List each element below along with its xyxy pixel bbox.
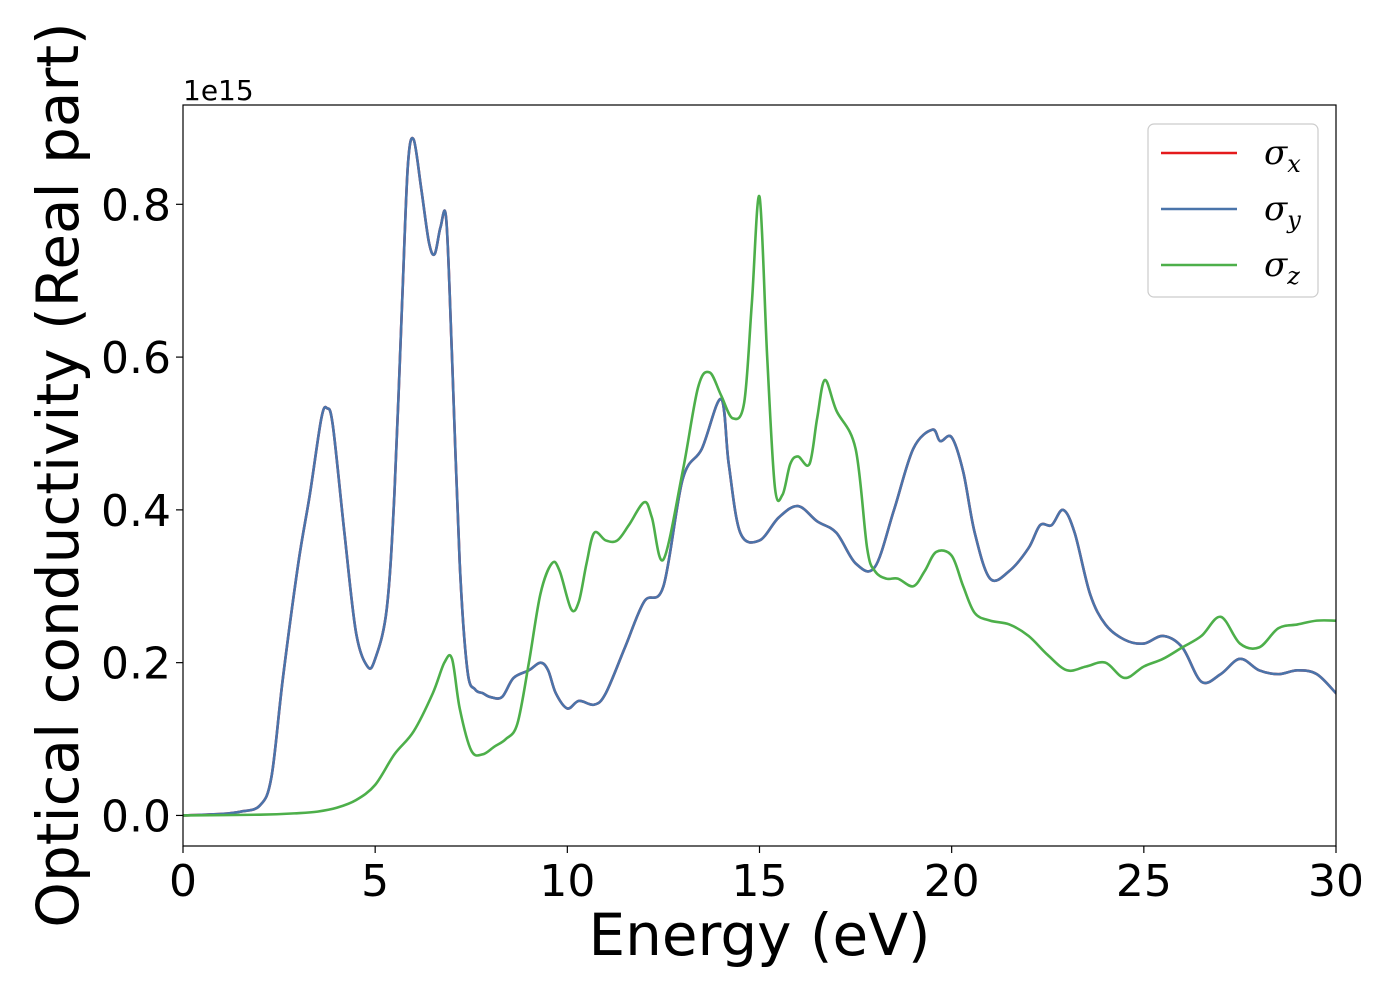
x-axis-ticks: 0 5 10 15 20 25 30 (169, 846, 1364, 907)
y-axis-ticks: 0.0 0.2 0.4 0.6 0.8 (101, 180, 183, 842)
x-tick-label: 0 (169, 856, 197, 907)
y-tick-label: 0.6 (101, 333, 171, 384)
legend-box (1147, 123, 1319, 298)
x-axis-title: Energy (eV) (588, 901, 930, 969)
x-tick-label: 15 (732, 856, 788, 907)
x-tick-label: 30 (1308, 856, 1364, 907)
y-tick-label: 0.8 (101, 180, 171, 231)
legend-label-z: σz (1264, 245, 1300, 290)
y-offset-label: 1e15 (183, 74, 254, 107)
x-tick-label: 5 (361, 856, 389, 907)
y-tick-label: 0.0 (101, 791, 171, 842)
x-tick-label: 10 (539, 856, 595, 907)
series-line-y (183, 136, 1336, 817)
x-tick-label: 20 (924, 856, 980, 907)
series-layer (183, 136, 1336, 817)
y-tick-label: 0.2 (101, 639, 171, 690)
x-tick-label: 25 (1116, 856, 1172, 907)
plot-area (183, 105, 1336, 846)
series-line-z (183, 194, 1336, 817)
y-tick-label: 0.4 (101, 486, 171, 537)
y-axis-title: Optical conductivity (Real part) (24, 22, 92, 927)
